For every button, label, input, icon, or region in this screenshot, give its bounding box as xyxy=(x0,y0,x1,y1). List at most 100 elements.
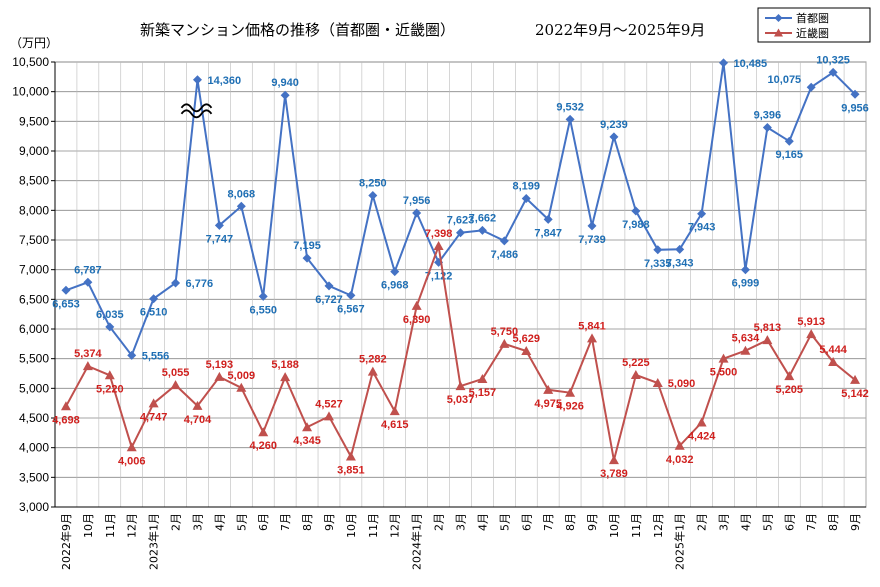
data-point-shutoken xyxy=(719,58,729,68)
legend-marker-kinki xyxy=(774,28,783,37)
data-label-kinki: 3,789 xyxy=(600,468,628,480)
y-tick-label: 6,500 xyxy=(19,292,49,306)
x-tick-label: 8月 xyxy=(564,513,577,531)
data-point-shutoken xyxy=(828,67,838,77)
data-point-kinki xyxy=(652,377,663,387)
data-label-kinki: 4,615 xyxy=(381,419,409,431)
data-label-kinki: 4,975 xyxy=(534,398,562,410)
data-label-kinki: 5,629 xyxy=(512,333,540,345)
x-tick-label: 9月 xyxy=(849,513,862,531)
data-point-kinki xyxy=(170,380,181,390)
y-tick-label: 7,500 xyxy=(19,233,49,247)
data-point-shutoken xyxy=(543,214,553,224)
data-label-shutoken: 7,486 xyxy=(491,249,519,261)
data-label-shutoken: 7,662 xyxy=(469,212,497,224)
data-point-kinki xyxy=(806,329,817,339)
data-label-kinki: 4,747 xyxy=(140,411,168,423)
x-tick-label: 6月 xyxy=(257,513,270,531)
data-label-shutoken: 7,988 xyxy=(622,219,650,231)
data-label-kinki: 4,424 xyxy=(688,431,716,443)
x-tick-label: 9月 xyxy=(586,513,599,531)
data-label-shutoken: 10,075 xyxy=(768,74,802,86)
data-label-shutoken: 6,727 xyxy=(315,294,343,306)
y-tick-label: 8,000 xyxy=(19,203,49,217)
data-point-kinki xyxy=(477,374,488,384)
x-tick-label: 7月 xyxy=(805,513,818,531)
x-tick-label: 11月 xyxy=(367,513,380,538)
data-point-shutoken xyxy=(762,123,772,133)
x-tick-label: 2025年1月 xyxy=(673,513,687,570)
plot-area: 3,000 3,500 4,000 4,500 5,000 5,500 6,000 6,500… xyxy=(12,54,869,570)
y-tick-label: 5,500 xyxy=(19,352,49,366)
data-point-shutoken xyxy=(324,281,334,291)
legend-label-kinki: 近畿圏 xyxy=(796,26,829,40)
data-label-kinki: 5,142 xyxy=(841,388,869,400)
x-tick-label: 9月 xyxy=(323,513,336,531)
y-tick-label: 4,500 xyxy=(19,411,49,425)
data-point-shutoken xyxy=(806,82,816,92)
data-label-shutoken: 6,968 xyxy=(381,280,409,292)
data-label-shutoken: 7,847 xyxy=(534,227,562,239)
data-point-kinki xyxy=(455,381,466,391)
data-point-shutoken xyxy=(390,267,400,277)
x-tick-label: 11月 xyxy=(104,513,117,538)
y-tick-label: 10,000 xyxy=(12,85,49,99)
data-point-shutoken xyxy=(631,206,641,216)
data-label-kinki: 5,841 xyxy=(578,320,606,332)
x-tick-label: 10月 xyxy=(345,513,358,538)
x-tick-label: 2022年9月 xyxy=(59,513,73,570)
data-label-shutoken: 6,510 xyxy=(140,307,168,319)
data-label-kinki: 5,193 xyxy=(206,359,234,371)
x-tick-label: 10月 xyxy=(82,513,95,538)
data-point-kinki xyxy=(389,406,400,416)
data-label-shutoken: 9,239 xyxy=(600,119,628,131)
data-point-shutoken xyxy=(609,132,619,142)
data-label-kinki: 5,374 xyxy=(74,348,102,360)
y-tick-label: 9,500 xyxy=(19,114,49,128)
data-point-shutoken xyxy=(149,294,159,304)
data-label-shutoken: 10,485 xyxy=(734,58,768,70)
data-label-shutoken: 7,195 xyxy=(293,240,321,252)
x-tick-label: 2023年1月 xyxy=(147,513,161,570)
data-label-shutoken: 6,999 xyxy=(732,278,760,290)
data-point-shutoken xyxy=(565,114,575,124)
data-label-kinki: 5,750 xyxy=(491,326,519,338)
data-label-kinki: 7,398 xyxy=(425,228,453,240)
x-tick-label: 4月 xyxy=(739,513,752,531)
data-label-kinki: 4,345 xyxy=(293,435,321,447)
y-tick-label: 7,000 xyxy=(19,263,49,277)
data-point-kinki xyxy=(587,333,598,343)
legend-label-shutoken: 首都圏 xyxy=(796,11,829,25)
x-tick-label: 4月 xyxy=(476,513,489,531)
data-label-shutoken: 6,035 xyxy=(96,309,124,321)
data-point-shutoken xyxy=(653,245,663,255)
data-label-kinki: 6,390 xyxy=(403,314,431,326)
data-label-kinki: 4,527 xyxy=(315,398,343,410)
data-label-shutoken: 6,567 xyxy=(337,303,365,315)
data-point-shutoken xyxy=(171,278,181,288)
data-point-kinki xyxy=(740,345,751,355)
data-point-shutoken xyxy=(346,290,356,300)
x-tick-label: 11月 xyxy=(630,513,643,538)
data-label-shutoken: 9,396 xyxy=(754,110,782,122)
x-tick-label: 5月 xyxy=(761,513,774,531)
data-point-kinki xyxy=(214,371,225,381)
x-tick-label: 2月 xyxy=(696,513,709,531)
data-point-kinki xyxy=(521,346,532,356)
data-point-kinki xyxy=(718,353,729,363)
x-tick-label: 12月 xyxy=(652,513,665,538)
chart-title: 新築マンション価格の推移（首都圏・近畿圏） xyxy=(140,21,455,39)
data-point-shutoken xyxy=(850,89,860,99)
x-tick-label: 8月 xyxy=(827,513,840,531)
x-tick-label: 4月 xyxy=(213,513,226,531)
x-tick-label: 3月 xyxy=(455,513,468,531)
data-label-shutoken: 7,747 xyxy=(206,233,234,245)
data-point-kinki xyxy=(104,370,115,380)
data-point-kinki xyxy=(280,372,291,382)
data-point-shutoken xyxy=(258,291,268,301)
data-point-shutoken xyxy=(412,208,422,218)
data-label-shutoken: 6,776 xyxy=(186,278,214,290)
data-point-shutoken xyxy=(499,236,509,246)
